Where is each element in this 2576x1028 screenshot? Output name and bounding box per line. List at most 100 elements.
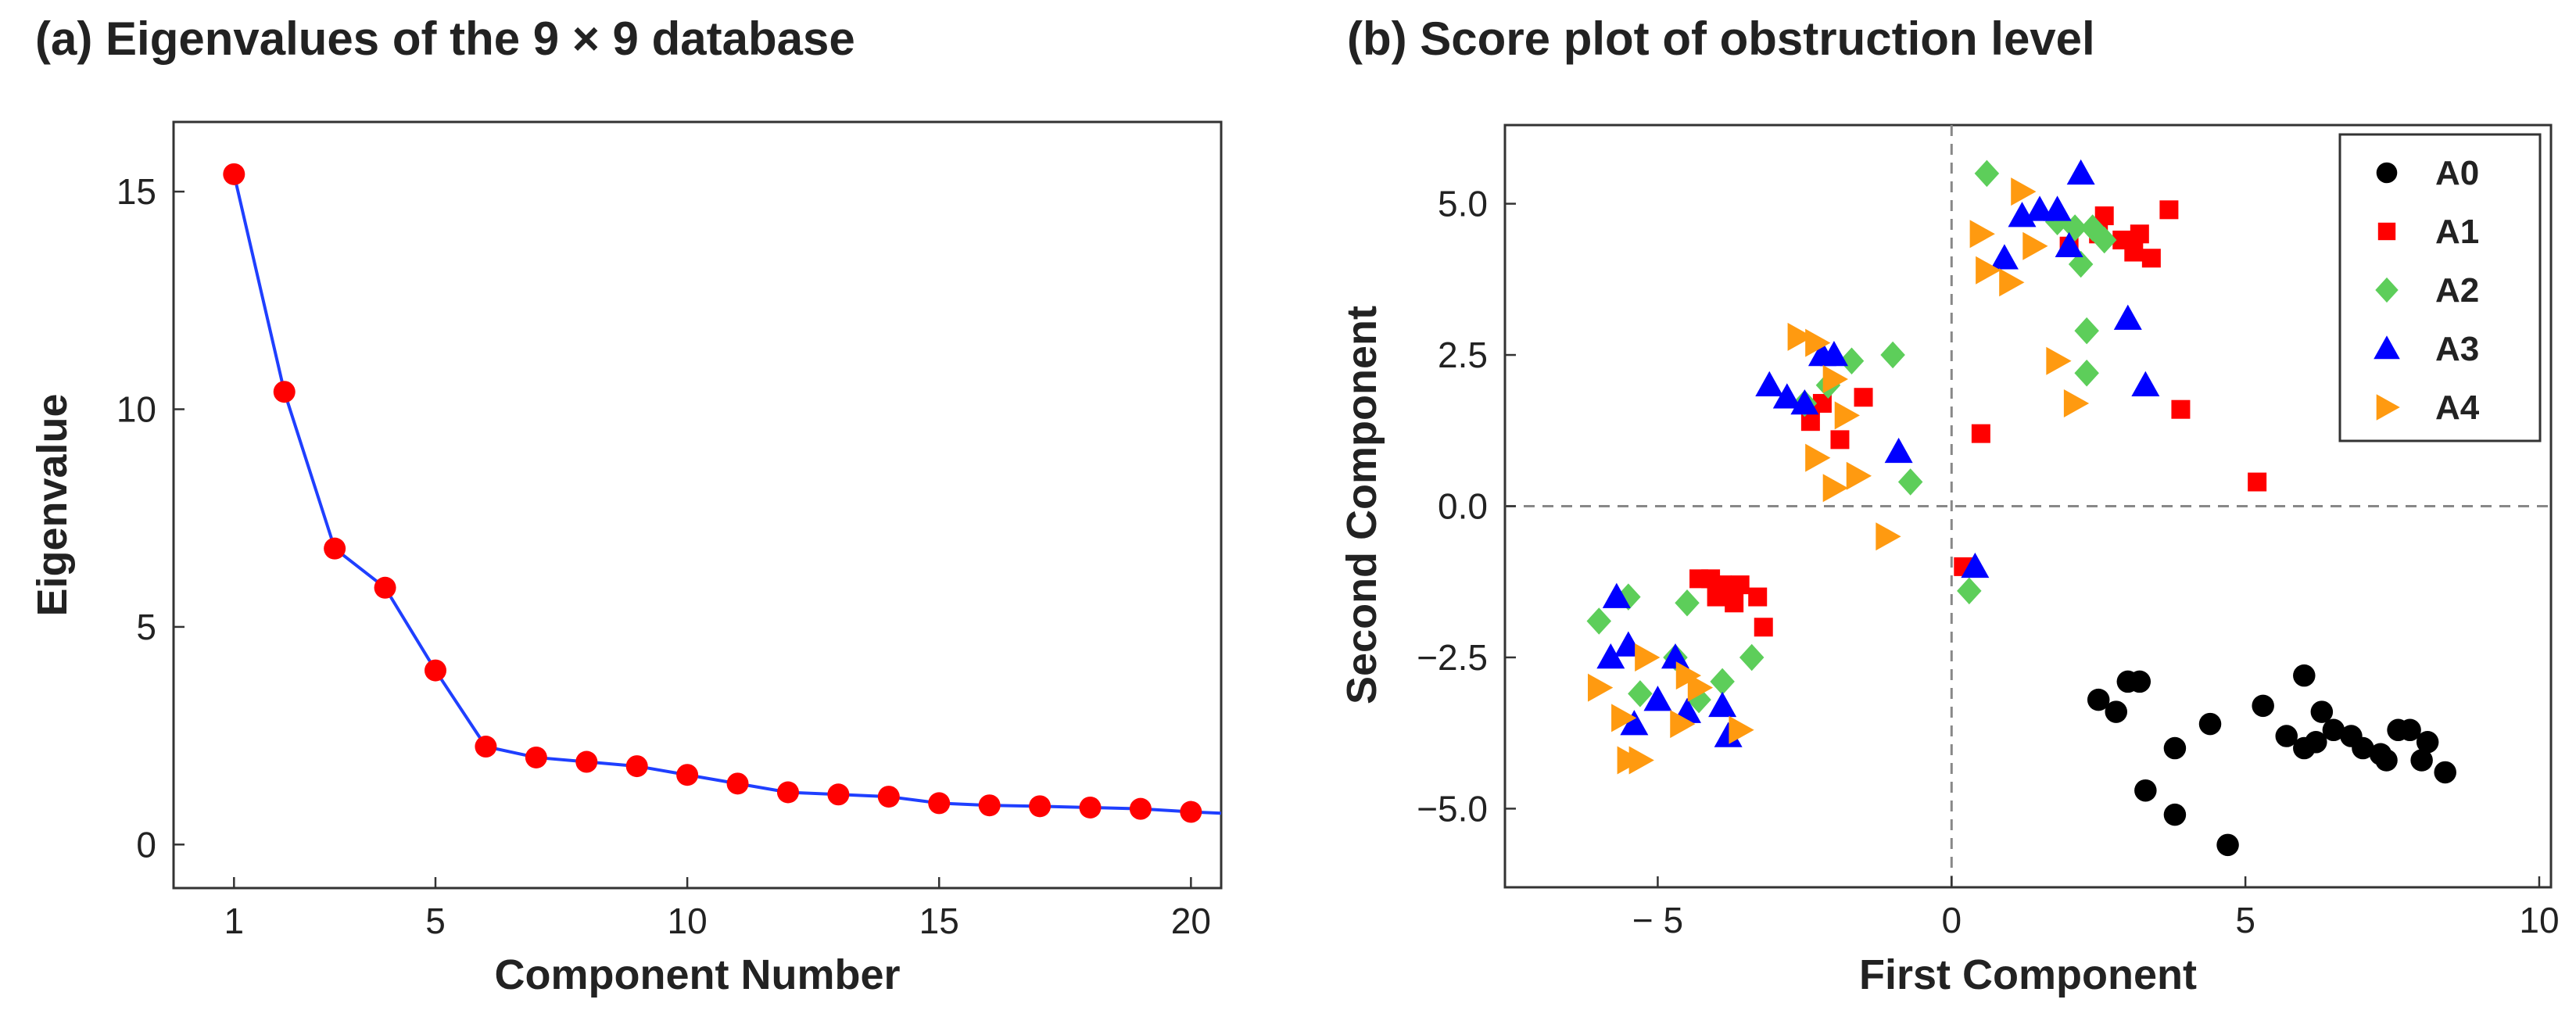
point-A0 (2293, 664, 2316, 687)
eigenvalue-point (928, 792, 951, 815)
point-A2 (2091, 226, 2117, 254)
y-tick-label: 0.0 (1438, 486, 1488, 527)
point-A3 (1772, 383, 1801, 409)
point-A0 (2375, 749, 2398, 772)
point-A0 (2252, 694, 2274, 718)
eigenvalue-point (776, 781, 799, 804)
point-A1 (2171, 399, 2191, 419)
eigenvalue-line (232, 174, 1222, 815)
point-A1 (1854, 388, 1873, 407)
eigenvalue-point (1079, 796, 1102, 818)
point-A0 (2416, 731, 2439, 754)
eigenvalue-point (726, 772, 749, 795)
panel-a-y-axis-label: Eigenvalue (29, 393, 76, 616)
point-A3 (2055, 231, 2083, 258)
point-A3 (1708, 691, 1737, 718)
point-A1 (1748, 587, 1768, 607)
panel-a-title: (a) Eigenvalues of the 9 × 9 database (35, 13, 855, 65)
point-A4 (1805, 328, 1831, 357)
point-A0 (2163, 736, 2187, 760)
eigenvalue-point (1180, 801, 1202, 823)
y-tick-label: 15 (116, 171, 156, 212)
legend-label-A4: A4 (2435, 389, 2480, 427)
point-A3 (1884, 437, 1913, 464)
x-tick-label: 20 (1171, 901, 1211, 941)
point-A3 (1790, 389, 1819, 415)
x-tick-label: 0 (1941, 900, 1962, 940)
point-A4 (1976, 256, 2001, 285)
panel-b-y-axis-label: Second Component (1338, 306, 1385, 704)
point-A3 (2026, 195, 2055, 221)
point-A4 (2046, 346, 2072, 375)
x-tick-label: − 5 (1632, 900, 1683, 940)
point-A1 (1725, 593, 1744, 613)
point-A4 (1846, 461, 1872, 490)
legend-box (2338, 133, 2542, 442)
eigenvalue-point (978, 794, 1001, 817)
legend-marker-A4 (2376, 394, 2400, 421)
point-A3 (2043, 195, 2072, 221)
point-A3 (1714, 722, 1743, 747)
point-A2 (1839, 347, 1865, 375)
point-A0 (2087, 688, 2110, 711)
point-A2 (1710, 668, 1735, 696)
eigenvalue-point (324, 537, 346, 560)
point-A0 (2310, 700, 2334, 723)
x-tick-label: 5 (2235, 900, 2255, 940)
y-tick-label: −2.5 (1417, 637, 1488, 678)
point-A3 (1620, 710, 1649, 736)
point-A2 (1897, 468, 1923, 496)
legend-label-A1: A1 (2435, 213, 2479, 251)
point-A1 (2124, 242, 2144, 262)
point-A0 (2305, 731, 2327, 754)
legend-label-A2: A2 (2435, 271, 2479, 310)
point-A0 (2216, 833, 2239, 857)
legend: A0 A1 A2 A3 A4 (2338, 133, 2542, 442)
eigenvalue-point (475, 736, 497, 758)
eigenvalue-point (425, 659, 446, 682)
y-tick-label: 5 (136, 607, 156, 647)
eigenvalue-point (575, 750, 598, 773)
point-A2 (1586, 607, 1612, 635)
point-A0 (2163, 803, 2187, 826)
point-A3 (2131, 371, 2160, 396)
point-A4 (1999, 268, 2025, 297)
x-tick-label: 10 (668, 901, 708, 941)
series-A2 (1586, 159, 2117, 714)
point-A3 (1990, 244, 2019, 270)
point-A3 (1755, 371, 1784, 396)
eigenvalue-point (1029, 795, 1052, 818)
point-A0 (2352, 736, 2374, 760)
point-A2 (2074, 360, 2099, 387)
y-tick-label: 5.0 (1438, 184, 1488, 224)
point-A3 (1819, 341, 1848, 367)
point-A4 (1822, 365, 1848, 393)
point-A3 (2066, 159, 2095, 185)
point-A0 (2399, 718, 2421, 742)
y-tick-label: −5.0 (1417, 788, 1488, 829)
point-A4 (1805, 443, 1831, 472)
point-A3 (1596, 643, 1625, 669)
point-A4 (1670, 710, 1696, 739)
point-A2 (1974, 159, 2000, 188)
score-plot-panel: (b) Score plot of obstruction level Firs… (1338, 13, 2560, 998)
eigenvalue-point (525, 746, 547, 768)
point-A0 (2434, 761, 2456, 784)
point-A3 (1661, 643, 1689, 669)
panel-b-x-axis-label: First Component (1859, 951, 2197, 998)
point-A3 (1961, 552, 1990, 578)
point-A4 (1628, 746, 1654, 775)
point-A1 (2141, 249, 2161, 268)
x-tick-label: 15 (919, 901, 959, 941)
point-A2 (2068, 250, 2094, 278)
point-A2 (1628, 680, 1653, 707)
eigenvalue-point (877, 786, 900, 808)
legend-marker-A2 (2375, 277, 2399, 303)
point-A4 (1969, 220, 1995, 249)
point-A4 (1611, 704, 1637, 732)
legend-label-A0: A0 (2435, 154, 2479, 192)
y-tick-label: 0 (136, 824, 156, 865)
point-A4 (1876, 522, 1901, 551)
point-A1 (1730, 575, 1750, 595)
point-A4 (2063, 389, 2090, 417)
